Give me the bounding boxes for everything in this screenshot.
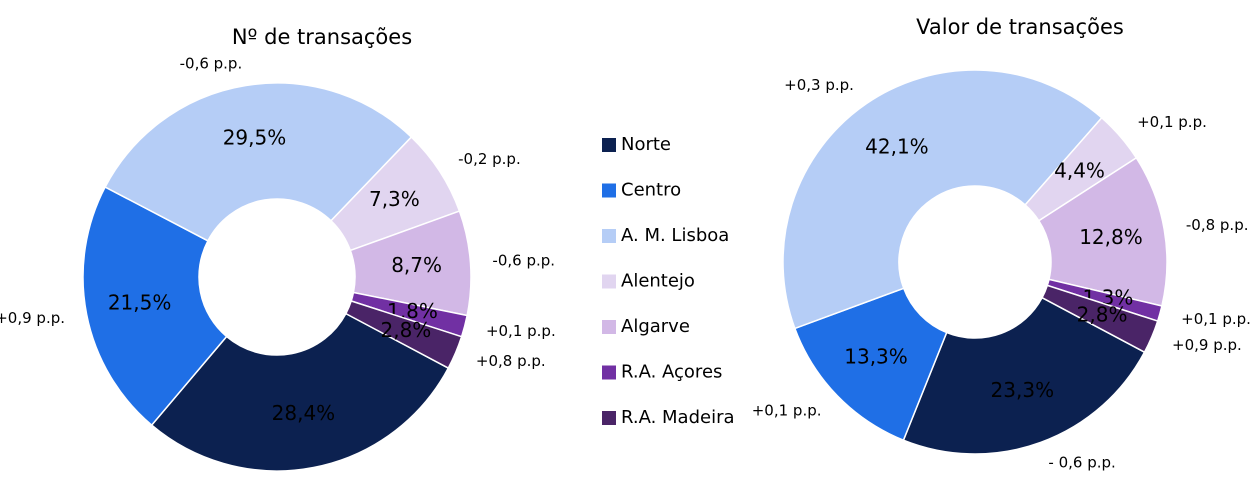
- legend-label: Centro: [621, 180, 681, 201]
- value-label: 2,8%: [381, 318, 432, 342]
- annotation: +0,1 p.p.: [486, 322, 556, 340]
- value-label: 29,5%: [223, 125, 287, 149]
- pie-slice: [82, 185, 228, 427]
- legend-swatch: [602, 229, 616, 243]
- pie-slice: [344, 300, 463, 370]
- annotation: -0,6 p.p.: [492, 252, 555, 270]
- value-label: 2,8%: [1077, 302, 1128, 326]
- legend-swatch: [602, 274, 616, 289]
- annotation: +0,1 p.p.: [1137, 113, 1207, 131]
- legend-swatch: [602, 411, 616, 425]
- value-label: 21,5%: [108, 290, 172, 314]
- pie-slice: [1041, 284, 1159, 354]
- value-label: 13,3%: [844, 345, 908, 369]
- pie-slice: [793, 287, 948, 442]
- annotation: -0,8 p.p.: [1186, 216, 1249, 234]
- pie-slice: [1037, 156, 1168, 307]
- pie-slice: [150, 312, 450, 472]
- annotation: +0,1 p.p.: [752, 402, 822, 420]
- legend-label: Algarve: [621, 316, 690, 337]
- pie-slice: [104, 82, 413, 242]
- value-label: 28,4%: [272, 401, 336, 425]
- legend-swatch: [602, 138, 616, 152]
- legend-label: R.A. Madeira: [621, 407, 735, 428]
- annotation: +0,9 p.p.: [1172, 336, 1242, 354]
- annotation: - 0,6 p.p.: [1048, 454, 1115, 472]
- chart-title: Valor de transações: [916, 15, 1124, 39]
- value-label: 8,7%: [391, 253, 442, 277]
- annotation: - 0,4 p.p.: [318, 480, 385, 481]
- annotation: +0,8 p.p.: [476, 352, 546, 370]
- pie-slice: [782, 69, 1103, 330]
- annotation: +0,9 p.p.: [0, 309, 65, 327]
- value-label: 42,1%: [865, 135, 929, 159]
- annotation: -0,2 p.p.: [458, 150, 521, 168]
- legend-swatch: [602, 320, 616, 334]
- value-label: 12,8%: [1079, 225, 1143, 249]
- legend-swatch: [602, 183, 616, 198]
- value-label: 7,3%: [369, 187, 420, 211]
- annotation: +0,1 p.p.: [1181, 310, 1251, 328]
- legend-swatch: [602, 365, 616, 380]
- annotation: -0,6 p.p.: [180, 54, 243, 72]
- legend-label: Alentejo: [621, 271, 695, 292]
- legend-label: Norte: [621, 134, 671, 155]
- annotation: +0,3 p.p.: [784, 76, 854, 94]
- value-label: 23,3%: [991, 378, 1055, 402]
- legend-label: A. M. Lisboa: [621, 225, 729, 246]
- chart-title: Nº de transações: [232, 25, 412, 49]
- legend-label: R.A. Açores: [621, 362, 722, 383]
- value-label: 4,4%: [1054, 158, 1105, 182]
- pie-slice: [902, 296, 1146, 455]
